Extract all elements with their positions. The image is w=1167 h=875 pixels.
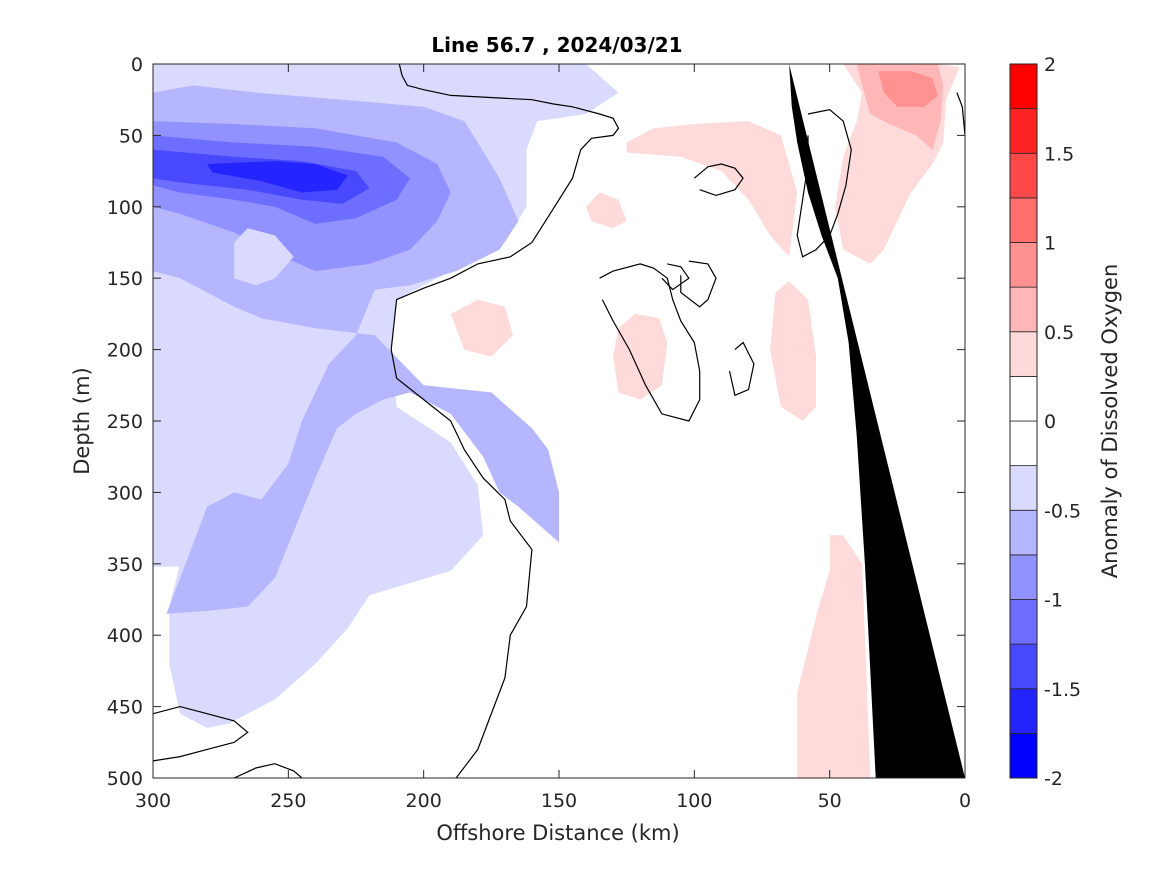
anomaly-region-5: [207, 161, 348, 193]
y-tick-label-6: 300: [107, 482, 143, 504]
x-axis: 300 250 200 150 100 50 0: [135, 64, 971, 812]
colorbar-swatch-2: [1009, 643, 1038, 690]
y-tick-label-8: 400: [107, 625, 143, 647]
y-tick-label-1: 50: [119, 125, 143, 147]
y-tick-label-10: 500: [107, 768, 143, 790]
colorbar-tick-label-7: -1.5: [1044, 679, 1081, 701]
colorbar-label: Anomaly of Dissolved Oxygen: [1098, 264, 1122, 579]
y-tick-label-4: 200: [107, 340, 143, 362]
anomaly-region-9: [878, 71, 938, 107]
x-tick-label-1: 250: [270, 790, 306, 812]
colorbar-tick-label-2: 1: [1044, 233, 1056, 255]
zero-contour-6: [680, 260, 717, 308]
anomaly-region-12: [450, 299, 513, 357]
anomaly-fill-regions: [153, 64, 960, 778]
colorbar-swatch-14: [1009, 108, 1038, 154]
colorbar-swatch-6: [1009, 465, 1038, 511]
x-tick-label-2: 200: [406, 790, 442, 812]
chart-title: Line 56.7 , 2024/03/21: [431, 33, 682, 57]
colorbar-swatch-7: [1009, 420, 1038, 467]
colorbar-swatch-13: [1009, 152, 1038, 199]
colorbar-swatch-12: [1009, 197, 1038, 243]
colorbar-swatch-8: [1009, 375, 1038, 422]
colorbar-tick-label-6: -1: [1044, 590, 1063, 612]
zero-contour-9: [233, 763, 303, 778]
anomaly-region-14: [770, 281, 817, 421]
colorbar-swatch-5: [1009, 509, 1038, 556]
y-tick-label-2: 100: [107, 197, 143, 219]
colorbar-swatch-10: [1009, 286, 1038, 333]
colorbar-tick-label-4: 0: [1044, 411, 1056, 433]
y-tick-label-5: 250: [107, 411, 143, 433]
seafloor-layer: [789, 64, 965, 778]
colorbar: 2 1.5 1 0.5 0 -0.5 -1 -1.5 -2: [1009, 54, 1081, 790]
colorbar-tick-label-5: -0.5: [1044, 500, 1081, 522]
x-tick-label-6: 0: [959, 790, 971, 812]
zero-contour-1: [693, 163, 744, 197]
seafloor-shape: [789, 64, 965, 778]
colorbar-tick-label-0: 2: [1044, 54, 1056, 76]
anomaly-region-13: [613, 313, 668, 400]
x-axis-label: Offshore Distance (km): [436, 821, 679, 845]
anomaly-region-15: [797, 535, 871, 778]
colorbar-swatch-4: [1009, 554, 1038, 600]
x-tick-label-5: 50: [818, 790, 842, 812]
anomaly-region-10: [626, 121, 798, 257]
zero-contour-3: [956, 92, 965, 136]
colorbar-swatch-3: [1009, 599, 1038, 645]
zero-contour-7: [728, 341, 755, 397]
zero-contour-0: [390, 64, 620, 778]
zero-contour-4: [599, 263, 701, 422]
colorbar-swatch-15: [1009, 63, 1038, 110]
zero-contour-lines: [153, 64, 965, 778]
colorbar-tick-label-3: 0.5: [1044, 322, 1074, 344]
x-tick-label-3: 150: [541, 790, 577, 812]
y-tick-label-0: 0: [131, 54, 143, 76]
y-tick-label-3: 150: [107, 268, 143, 290]
colorbar-frame: [1009, 63, 1038, 779]
y-axis: 0 50 100 150 200 250 300 350 400 450 500: [107, 54, 965, 790]
y-axis-label: Depth (m): [70, 367, 94, 474]
x-tick-label-4: 100: [676, 790, 712, 812]
colorbar-swatch-0: [1009, 732, 1038, 779]
y-tick-label-7: 350: [107, 554, 143, 576]
colorbar-swatch-1: [1009, 688, 1038, 734]
y-tick-label-9: 450: [107, 697, 143, 719]
colorbar-tick-label-1: 1.5: [1044, 143, 1074, 165]
x-tick-label-0: 300: [135, 790, 171, 812]
colorbar-tick-label-8: -2: [1044, 768, 1063, 790]
anomaly-region-6: [234, 228, 294, 286]
colorbar-swatch-9: [1009, 331, 1038, 377]
colorbar-swatch-11: [1009, 242, 1038, 288]
anomaly-region-11: [586, 192, 627, 229]
zero-contour-8: [153, 705, 249, 762]
zero-contour-5: [661, 263, 690, 291]
